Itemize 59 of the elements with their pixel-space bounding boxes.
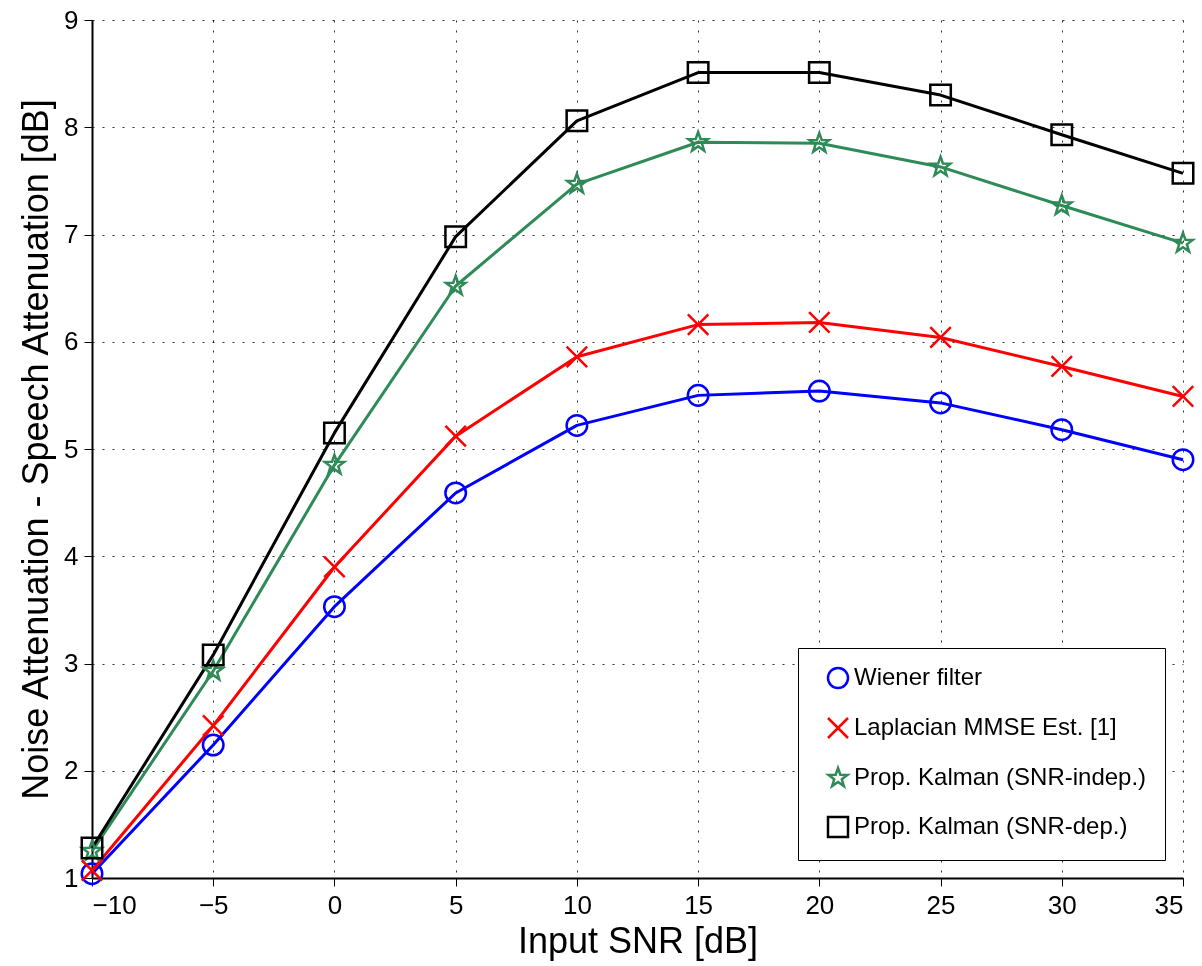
point xyxy=(1050,354,1074,378)
point xyxy=(1050,123,1074,147)
point xyxy=(807,61,831,85)
x-axis-title: Input SNR [dB] xyxy=(517,919,759,961)
point xyxy=(807,379,831,403)
point xyxy=(321,451,348,477)
y-tick-label: 8 xyxy=(64,111,79,142)
point xyxy=(201,714,225,738)
x-tick-label: 30 xyxy=(1047,889,1077,920)
y-tick-label: 2 xyxy=(64,755,79,786)
x-tick-label: −5 xyxy=(198,889,229,920)
x-tick-label: 5 xyxy=(448,889,464,920)
point xyxy=(565,109,589,133)
point xyxy=(806,129,833,155)
point xyxy=(927,153,954,179)
point xyxy=(929,391,953,415)
point xyxy=(686,61,710,85)
point xyxy=(1171,384,1195,408)
legend-label: Wiener filter xyxy=(854,663,983,690)
y-tick-label: 5 xyxy=(64,433,79,464)
y-tick-label: 4 xyxy=(64,540,79,571)
y-tick-label: 9 xyxy=(64,4,79,35)
point xyxy=(201,643,225,667)
point xyxy=(444,225,468,249)
y-axis-title: Noise Attenuation - Speech Attenuation [dB] xyxy=(15,99,57,800)
point xyxy=(444,481,468,505)
point xyxy=(686,313,710,337)
y-tick-label: 1 xyxy=(64,862,79,893)
x-tick-label: 35 xyxy=(1154,889,1184,920)
point xyxy=(444,424,468,448)
x-tick-label: 10 xyxy=(562,889,592,920)
y-tick-label: 3 xyxy=(64,648,79,678)
y-tick-label: 7 xyxy=(64,219,79,249)
y-tick-label: 6 xyxy=(64,326,79,357)
point xyxy=(1171,161,1195,185)
x-tick-label: 20 xyxy=(805,889,835,920)
x-tick-label: 0 xyxy=(327,889,343,920)
x-tick-label: −10 xyxy=(92,889,137,920)
point xyxy=(686,383,710,407)
point xyxy=(200,657,227,683)
point xyxy=(685,128,712,154)
x-tick-label: 15 xyxy=(684,889,714,920)
point xyxy=(322,555,346,579)
point xyxy=(929,83,953,107)
legend-label: Prop. Kalman (SNR-dep.) xyxy=(854,812,1128,839)
point xyxy=(929,325,953,349)
point xyxy=(565,345,589,369)
x-tick-label: 25 xyxy=(926,889,956,920)
point xyxy=(201,733,225,757)
point xyxy=(807,310,831,334)
point xyxy=(322,421,346,445)
point xyxy=(1050,418,1074,442)
legend-label: Laplacian MMSE Est. [1] xyxy=(854,713,1117,740)
point xyxy=(563,170,589,196)
legend-label: Prop. Kalman (SNR-indep.) xyxy=(854,763,1147,790)
point xyxy=(565,413,589,437)
point xyxy=(322,595,346,619)
point xyxy=(1171,448,1195,472)
point xyxy=(442,272,469,298)
